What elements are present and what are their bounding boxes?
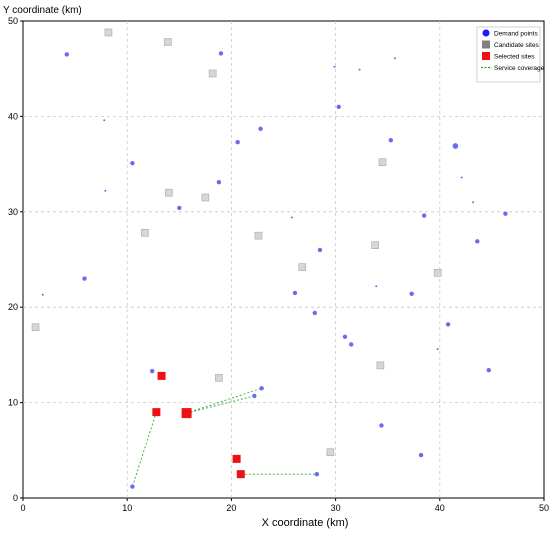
demand-point <box>475 239 480 244</box>
demand-point <box>460 176 463 179</box>
legend-circle-icon <box>482 29 490 37</box>
x-tick-label: 20 <box>226 503 236 513</box>
y-tick-label: 50 <box>8 16 18 26</box>
demand-point <box>452 143 459 149</box>
demand-point <box>349 342 354 347</box>
demand-point <box>290 216 293 219</box>
selected-site-marker <box>157 371 166 380</box>
demand-point <box>317 247 323 253</box>
selected-site-marker <box>152 408 161 417</box>
candidate-site-marker <box>31 323 40 332</box>
y-tick-label: 10 <box>8 398 18 408</box>
candidate-site-marker <box>165 188 173 197</box>
legend-label: Candidate sites <box>494 42 540 49</box>
x-axis-title: X coordinate (km) <box>262 517 349 529</box>
demand-point <box>130 160 135 166</box>
demand-point <box>409 291 414 297</box>
candidate-site-marker <box>433 269 442 277</box>
demand-point <box>418 452 424 458</box>
demand-point <box>421 213 427 218</box>
legend-label: Demand points <box>494 31 538 38</box>
demand-point <box>312 310 317 316</box>
y-tick-label: 0 <box>13 493 18 503</box>
x-tick-label: 10 <box>122 503 132 513</box>
demand-point <box>436 348 439 351</box>
x-tick-label: 50 <box>539 503 549 513</box>
y-tick-label: 40 <box>8 111 18 121</box>
demand-point <box>388 138 394 143</box>
y-axis-title: Y coordinate (km) <box>3 5 82 16</box>
demand-point <box>218 51 224 56</box>
candidate-site-marker <box>371 241 379 249</box>
demand-point <box>235 139 240 145</box>
demand-point <box>177 205 182 211</box>
candidate-site-marker <box>376 361 385 370</box>
demand-point <box>150 368 155 374</box>
demand-point <box>259 386 264 391</box>
legend: Demand points Candidate sites Selected sit… <box>476 26 545 83</box>
plot-area <box>22 20 545 499</box>
x-tick-label: 40 <box>435 503 445 513</box>
y-tick-label: 30 <box>8 207 18 217</box>
candidate-site-marker <box>326 448 335 457</box>
demand-point <box>252 393 257 399</box>
demand-point <box>333 65 336 68</box>
candidate-site-marker <box>215 373 223 382</box>
candidate-site-marker <box>254 231 263 240</box>
candidate-site-marker <box>298 263 307 271</box>
demand-points <box>41 51 508 489</box>
demand-point <box>292 290 298 296</box>
axes: 0 10 20 30 40 50 0 10 20 30 40 50 <box>8 16 549 513</box>
selected-sites <box>152 371 245 479</box>
y-tick-label: 20 <box>8 302 18 312</box>
demand-point <box>486 367 491 373</box>
candidate-site-marker <box>141 228 149 237</box>
candidate-site-marker <box>378 158 387 166</box>
demand-point <box>445 322 451 327</box>
demand-point <box>64 52 69 57</box>
candidate-site-marker <box>164 38 172 46</box>
demand-point <box>379 423 384 428</box>
demand-point <box>82 276 87 281</box>
selected-site-marker <box>232 454 241 463</box>
candidate-sites <box>31 28 442 457</box>
demand-point <box>104 189 107 192</box>
demand-point <box>103 119 106 122</box>
legend-label: Service coverage <box>494 65 545 72</box>
legend-square-icon <box>482 52 490 60</box>
demand-point <box>216 180 222 185</box>
selected-site-marker <box>181 408 192 419</box>
candidate-site-marker <box>201 193 210 202</box>
demand-point <box>130 484 135 489</box>
demand-point <box>375 285 378 288</box>
demand-point <box>358 68 361 71</box>
x-tick-label: 0 <box>20 503 25 513</box>
x-tick-label: 30 <box>331 503 341 513</box>
candidate-site-marker <box>208 69 217 78</box>
selected-site-marker <box>236 470 245 479</box>
coverage-line <box>186 387 262 414</box>
demand-point <box>258 126 263 132</box>
legend-label: Selected sites <box>494 54 535 61</box>
demand-point <box>393 57 396 60</box>
legend-square-icon <box>482 40 490 49</box>
demand-point <box>503 211 508 216</box>
coverage-line <box>131 412 157 487</box>
candidate-site-marker <box>104 28 113 37</box>
demand-point <box>342 334 348 339</box>
grid-lines <box>23 21 544 498</box>
demand-point <box>336 104 341 110</box>
demand-point <box>41 293 44 296</box>
coverage-links <box>131 387 317 487</box>
demand-point <box>314 471 320 477</box>
demand-point <box>472 201 475 204</box>
